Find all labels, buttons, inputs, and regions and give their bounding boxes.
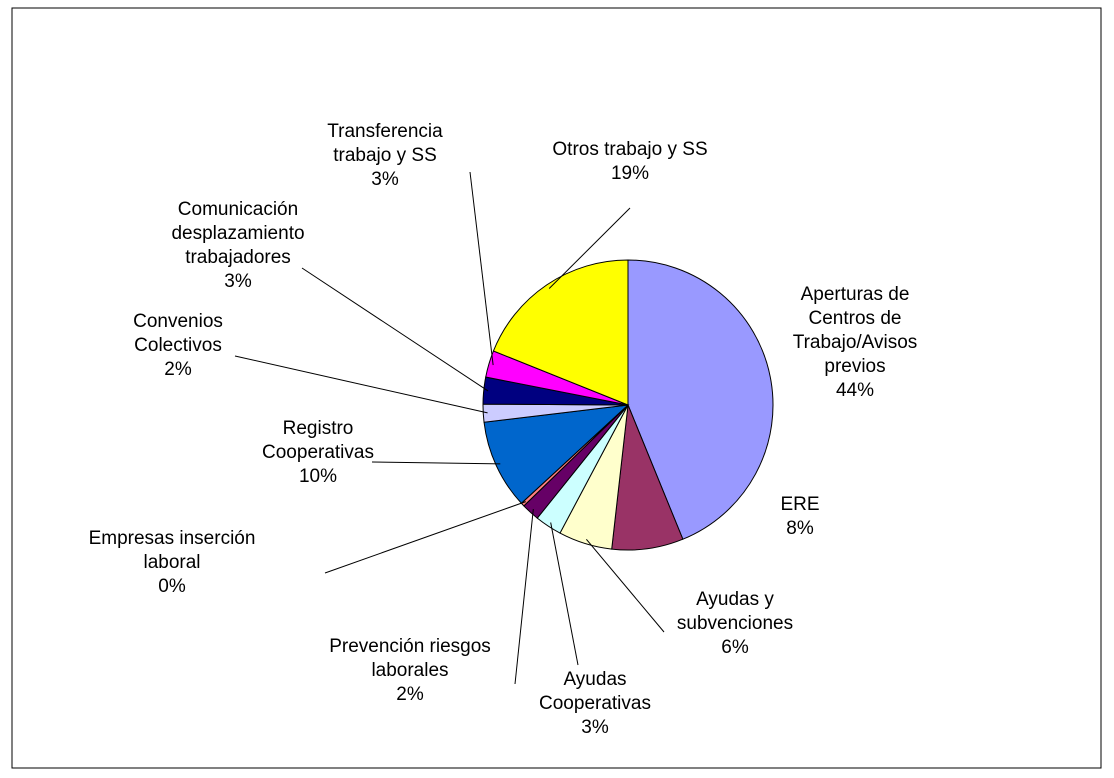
slice-name: Ayudas Cooperativas [539,669,651,714]
slice-label: Ayudas y subvenciones 6% [677,588,793,660]
pie-slice [627,259,774,540]
slice-percent: 2% [164,359,192,380]
slice-percent: 19% [610,163,650,184]
slice-percent: 3% [224,271,252,292]
slice-name: Registro Cooperativas [262,418,374,463]
pie-slice [483,404,630,504]
slice-label: Aperturas de Centros de Trabajo/Avisos p… [793,283,918,403]
slice-name: Transferencia trabajo y SS [327,121,443,166]
leader-line [469,171,494,366]
slice-percent: 3% [581,717,609,738]
leader-line [324,501,526,574]
slice-percent: 3% [371,169,399,190]
slice-label: Otros trabajo y SS 19% [552,138,707,186]
slice-label: Transferencia trabajo y SS 3% [327,120,442,192]
slice-percent: 6% [721,637,749,658]
slice-name: Aperturas de Centros de Trabajo/Avisos p… [792,284,918,377]
slice-percent: 8% [786,518,814,539]
slice-percent: 0% [158,576,186,597]
slice-label: ERE 8% [780,493,819,541]
slice-name: Convenios Colectivos [133,311,223,356]
leader-line [371,461,501,465]
slice-name: Ayudas y subvenciones [676,589,794,634]
slice-label: Registro Cooperativas 10% [262,417,374,489]
leader-line [550,522,579,666]
leader-line [301,267,489,392]
slice-label: Ayudas Cooperativas 3% [539,668,651,740]
slice-name: Otros trabajo y SS [552,139,708,160]
pie-slice [492,259,629,406]
slice-percent: 10% [298,466,338,487]
slice-name: Empresas inserción laboral [88,528,256,573]
slice-name: Comunicación desplazamiento trabajadores [171,199,305,268]
leader-line [585,539,665,633]
leader-line [234,355,488,414]
slice-name: Prevención riesgos laborales [329,636,491,681]
leader-line [548,207,631,289]
leader-line [514,508,534,685]
slice-label: Comunicación desplazamiento trabajadores… [171,198,304,294]
slice-label: Prevención riesgos laborales 2% [329,635,491,707]
slice-label: Empresas inserción laboral 0% [89,527,256,599]
slice-percent: 2% [396,684,424,705]
slice-label: Convenios Colectivos 2% [133,310,223,382]
slice-name: ERE [780,494,820,515]
slice-percent: 44% [835,380,875,401]
